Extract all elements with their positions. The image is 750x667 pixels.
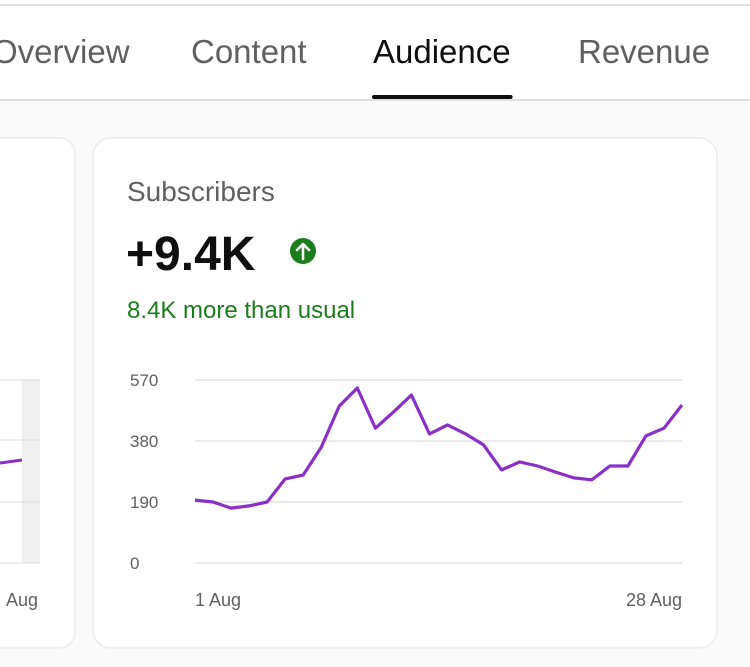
- tab[interactable]: Audience: [373, 33, 511, 70]
- trend-up-icon: [290, 238, 316, 264]
- left-line: [0, 458, 23, 465]
- y-tick-label: 380: [130, 432, 158, 451]
- tab-bar: [0, 0, 750, 100]
- tab[interactable]: Overview: [0, 33, 130, 70]
- card-value: +9.4K: [126, 228, 256, 281]
- tabs: Overview Content Audience Revenue: [0, 33, 710, 99]
- tab[interactable]: Revenue: [578, 33, 710, 70]
- data-line: [194, 386, 684, 510]
- left-x-label: Aug: [6, 590, 38, 610]
- card[interactable]: [92, 137, 718, 649]
- y-tick-label: 570: [130, 371, 158, 390]
- card-title: Subscribers: [127, 176, 275, 207]
- chart: 0 190 380 570 1 Aug 28 Aug: [130, 371, 684, 610]
- left-card-highlight: [22, 380, 40, 563]
- card-comparison: 8.4K more than usual: [127, 297, 355, 324]
- y-tick-label: 0: [130, 554, 139, 573]
- x-tick-label: 1 Aug: [195, 590, 241, 610]
- y-tick-label: 190: [130, 493, 158, 512]
- tab-underline: [372, 95, 513, 99]
- x-tick-label: 28 Aug: [626, 590, 682, 610]
- tab[interactable]: Content: [191, 33, 307, 70]
